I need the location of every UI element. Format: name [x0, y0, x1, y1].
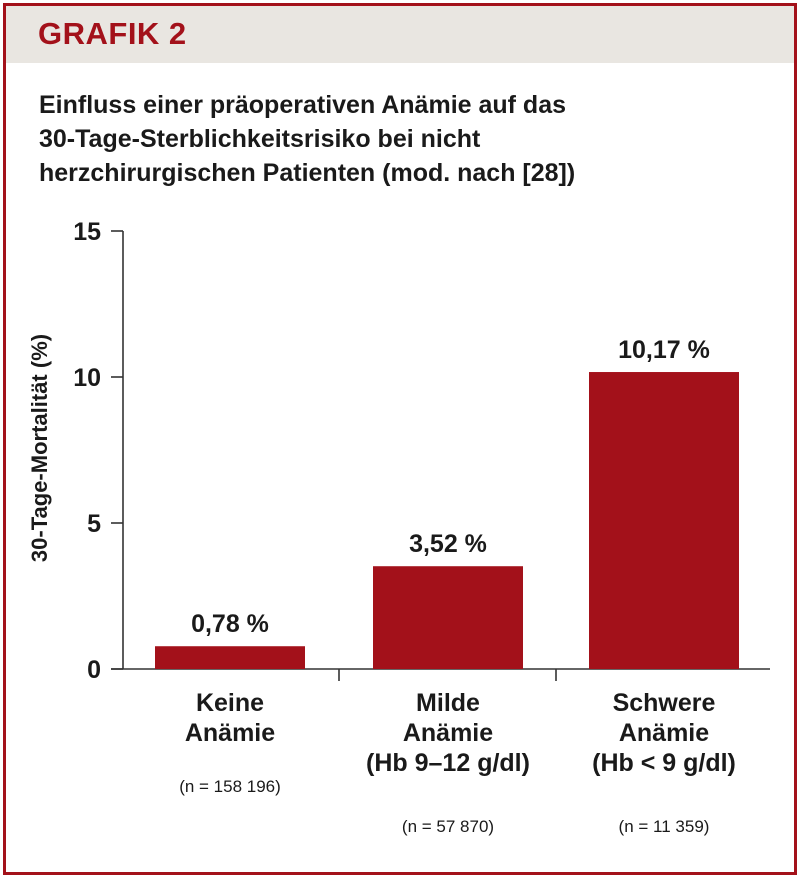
data-label: 0,78 %: [191, 610, 269, 638]
chart-title-line-1: Einfluss einer präoperativen Anämie auf …: [39, 91, 567, 119]
bar: [589, 372, 739, 669]
chart-title-line-3: herzchirurgischen Patienten (mod. nach […: [39, 159, 576, 187]
figure-header: GRAFIK 2: [6, 6, 794, 63]
chart-title-line-2: 30-Tage-Sterblichkeitsrisiko bei nicht: [39, 125, 481, 153]
x-category-label: Milde: [416, 689, 480, 717]
data-label: 10,17 %: [618, 336, 710, 364]
sample-size-label: (n = 158 196): [179, 777, 281, 796]
y-tick-label: 5: [87, 510, 101, 538]
x-category-label: Keine: [196, 689, 264, 717]
figure-label: GRAFIK 2: [38, 16, 187, 51]
data-label: 3,52 %: [409, 530, 487, 558]
y-tick-label: 10: [73, 364, 101, 392]
bar: [373, 566, 523, 669]
bar: [155, 646, 305, 669]
x-category-label: Anämie: [403, 719, 493, 747]
chart-title: Einfluss einer präoperativen Anämie auf …: [39, 88, 759, 190]
x-category-label: (Hb 9–12 g/dl): [366, 749, 530, 777]
x-category-label: (Hb < 9 g/dl): [592, 749, 736, 777]
y-tick-label: 0: [87, 656, 101, 684]
x-category-label: Schwere: [613, 689, 716, 717]
y-tick-label: 15: [73, 218, 101, 246]
x-category-label: Anämie: [619, 719, 709, 747]
sample-size-label: (n = 57 870): [402, 817, 494, 836]
y-axis-label: 30-Tage-Mortalität (%): [27, 334, 52, 562]
sample-size-label: (n = 11 359): [619, 817, 710, 836]
x-category-label: Anämie: [185, 719, 275, 747]
